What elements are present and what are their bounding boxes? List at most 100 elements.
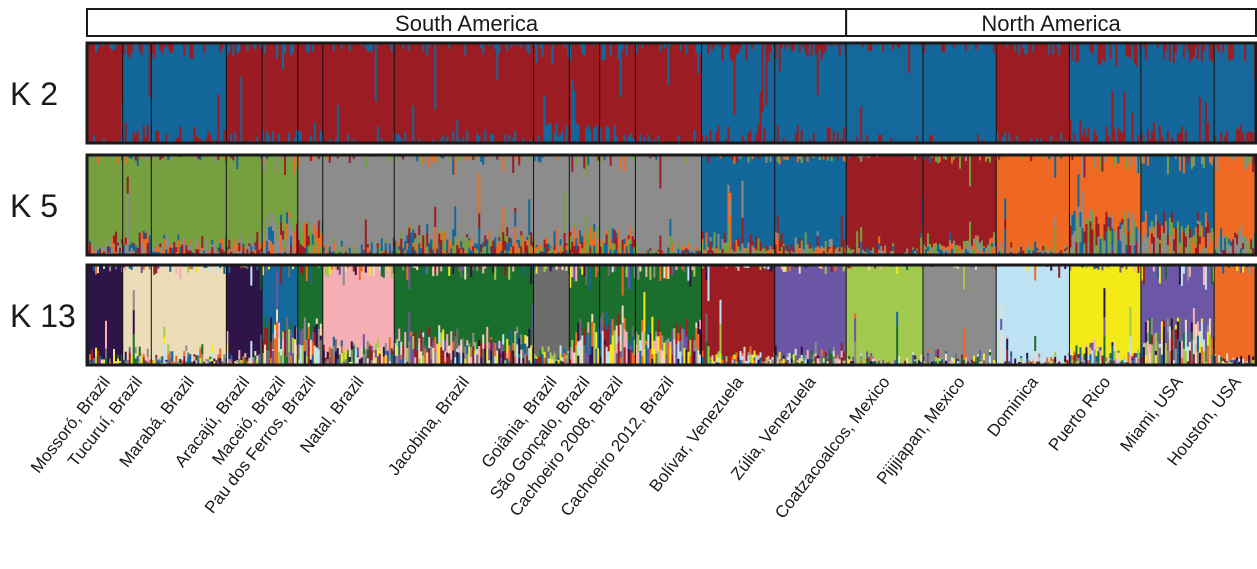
ancestry-segment bbox=[292, 230, 295, 249]
ancestry-segment bbox=[183, 351, 186, 357]
ancestry-segment bbox=[657, 155, 660, 251]
ancestry-segment bbox=[528, 199, 531, 213]
ancestry-segment bbox=[966, 43, 970, 144]
ancestry-segment bbox=[541, 43, 544, 57]
ancestry-segment bbox=[165, 155, 168, 236]
ancestry-segment bbox=[326, 43, 330, 144]
ancestry-segment bbox=[262, 155, 265, 166]
ancestry-segment bbox=[410, 225, 413, 234]
ancestry-segment bbox=[1174, 158, 1178, 229]
ancestry-segment bbox=[303, 222, 307, 236]
ancestry-segment bbox=[1062, 43, 1065, 144]
ancestry-segment bbox=[547, 248, 550, 252]
ancestry-segment bbox=[980, 247, 984, 252]
ancestry-segment bbox=[567, 43, 570, 58]
ancestry-segment bbox=[305, 223, 309, 228]
ancestry-segment bbox=[699, 251, 702, 254]
ancestry-segment bbox=[126, 266, 130, 361]
ancestry-segment bbox=[1046, 155, 1049, 254]
ancestry-segment bbox=[462, 43, 465, 138]
ancestry-segment bbox=[254, 355, 257, 361]
ancestry-segment bbox=[1048, 54, 1051, 144]
ancestry-segment bbox=[950, 43, 954, 144]
ancestry-segment bbox=[587, 265, 590, 323]
ancestry-segment bbox=[774, 244, 778, 256]
ancestry-segment bbox=[804, 43, 808, 54]
ancestry-segment bbox=[422, 265, 425, 333]
ancestry-segment bbox=[506, 43, 509, 52]
ancestry-segment bbox=[1050, 43, 1053, 137]
ancestry-segment bbox=[195, 355, 198, 361]
ancestry-segment bbox=[739, 48, 742, 144]
ancestry-segment bbox=[138, 43, 142, 51]
ancestry-segment bbox=[1200, 248, 1204, 256]
ancestry-segment bbox=[340, 43, 344, 50]
ancestry-segment bbox=[410, 336, 413, 355]
ancestry-segment bbox=[639, 271, 642, 341]
ancestry-segment bbox=[605, 346, 608, 366]
ancestry-segment bbox=[193, 265, 196, 355]
ancestry-segment bbox=[639, 43, 642, 135]
ancestry-segment bbox=[976, 242, 980, 251]
ancestry-segment bbox=[1131, 112, 1134, 144]
ancestry-segment bbox=[806, 266, 810, 351]
ancestry-segment bbox=[368, 155, 372, 253]
ancestry-segment bbox=[201, 250, 204, 256]
ancestry-segment bbox=[518, 248, 521, 256]
ancestry-segment bbox=[376, 243, 380, 248]
ancestry-segment bbox=[731, 265, 734, 357]
ancestry-segment bbox=[834, 248, 838, 252]
ancestry-segment bbox=[313, 43, 317, 123]
ancestry-segment bbox=[151, 43, 154, 54]
ancestry-segment bbox=[115, 269, 118, 362]
region-header-1: North America bbox=[845, 8, 1257, 37]
ancestry-segment bbox=[765, 245, 768, 252]
ancestry-segment bbox=[454, 174, 457, 207]
ancestry-segment bbox=[183, 243, 186, 250]
ancestry-segment bbox=[745, 249, 748, 255]
ancestry-segment bbox=[374, 343, 378, 351]
ancestry-segment bbox=[1232, 245, 1235, 256]
ancestry-segment bbox=[262, 227, 265, 242]
ancestry-segment bbox=[950, 248, 954, 256]
ancestry-segment bbox=[444, 265, 447, 341]
ancestry-segment bbox=[248, 357, 251, 359]
ancestry-segment bbox=[163, 344, 166, 366]
ancestry-segment bbox=[140, 43, 144, 56]
ancestry-segment bbox=[99, 43, 102, 144]
ancestry-segment bbox=[864, 251, 867, 254]
ancestry-segment bbox=[364, 168, 368, 220]
ancestry-segment bbox=[258, 249, 261, 256]
ancestry-segment bbox=[508, 345, 511, 362]
ancestry-segment bbox=[1137, 155, 1140, 174]
ancestry-segment bbox=[313, 155, 317, 225]
ancestry-segment bbox=[1010, 155, 1013, 243]
ancestry-segment bbox=[171, 244, 174, 249]
ancestry-segment bbox=[305, 51, 309, 144]
ancestry-segment bbox=[826, 126, 830, 144]
ancestry-segment bbox=[396, 155, 399, 160]
ancestry-segment bbox=[1040, 155, 1043, 251]
ancestry-segment bbox=[528, 348, 531, 361]
ancestry-segment bbox=[189, 354, 192, 363]
ancestry-segment bbox=[436, 351, 439, 366]
ancestry-segment bbox=[286, 155, 289, 213]
ancestry-segment bbox=[1069, 225, 1072, 248]
ancestry-segment bbox=[1073, 231, 1076, 249]
ancestry-segment bbox=[494, 356, 497, 366]
ancestry-segment bbox=[573, 352, 576, 366]
ancestry-segment bbox=[105, 358, 108, 366]
ancestry-segment bbox=[739, 43, 742, 50]
ancestry-segment bbox=[663, 278, 666, 343]
ancestry-segment bbox=[213, 243, 216, 254]
ancestry-segment bbox=[1194, 43, 1198, 48]
ancestry-segment bbox=[759, 357, 762, 366]
ancestry-segment bbox=[966, 251, 970, 256]
ancestry-segment bbox=[603, 265, 606, 325]
ancestry-segment bbox=[567, 243, 570, 256]
ancestry-segment bbox=[609, 265, 612, 319]
ancestry-segment bbox=[404, 43, 407, 133]
ancestry-segment bbox=[1010, 43, 1013, 144]
ancestry-segment bbox=[569, 231, 572, 237]
ancestry-segment bbox=[138, 346, 142, 357]
